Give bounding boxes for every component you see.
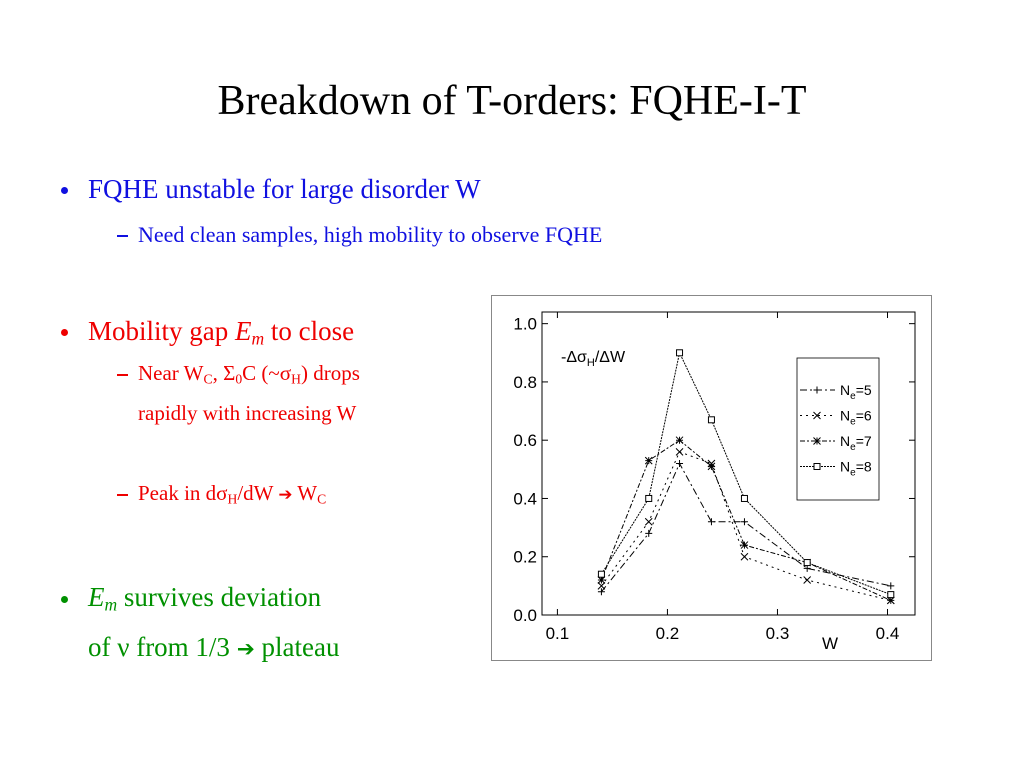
text-run: C (~σ: [242, 361, 292, 385]
arrow: ➔: [236, 637, 255, 662]
text-run: , Σ: [212, 361, 236, 385]
text-run: E: [235, 316, 252, 346]
marker: [676, 460, 684, 467]
bullet-text: Mobility gap Em to close: [88, 318, 354, 348]
marker: [813, 437, 821, 445]
text-run: Peak in dσ: [138, 481, 228, 505]
marker: [887, 582, 895, 590]
text-run: Near W: [138, 361, 204, 385]
text-run: Mobility gap: [88, 316, 235, 346]
y-axis-label-part: H: [587, 357, 595, 369]
text-run: Need clean samples, high mobility to obs…: [138, 222, 603, 247]
marker: [597, 588, 605, 596]
marker: [813, 463, 821, 470]
marker: [803, 576, 812, 584]
legend-label: Ne=8: [840, 459, 872, 479]
bullet: [61, 187, 68, 194]
marker: [676, 349, 684, 357]
bullet-text: FQHE unstable for large disorder W: [88, 176, 481, 203]
x-axis-label: W: [822, 634, 838, 653]
marker: [645, 494, 653, 502]
y-axis-label-part: /ΔW: [595, 349, 626, 366]
text-run: /dW: [237, 481, 279, 505]
y-tick-label: 0.4: [513, 489, 537, 508]
x-tick-label: 0.3: [766, 624, 790, 643]
bullet: [61, 329, 68, 336]
y-tick-label: 0.0: [513, 606, 537, 625]
plot-frame: [541, 311, 916, 616]
marker: [740, 494, 748, 502]
marker: [597, 576, 606, 584]
y-tick-label: 1.0: [513, 315, 537, 334]
marker: [675, 436, 684, 445]
legend-label: Ne=5: [840, 382, 872, 402]
marker: [597, 570, 605, 578]
text-run: H: [291, 371, 301, 387]
chart: 0.1 0.2 0.3 0.4 0.0 0.2 0.4 0.6 0.8 1.0 W -ΔσH/ΔW Ne…: [491, 295, 932, 661]
marker: [707, 462, 716, 471]
bullet-text: of ν from 1/3 ➔ plateau: [88, 634, 340, 661]
y-tick-label: 0.6: [513, 431, 537, 450]
text-run: of ν from 1/3: [88, 632, 237, 662]
legend-label: Ne=6: [840, 408, 872, 428]
arrow: ➔: [278, 484, 293, 504]
sub-bullet: [117, 494, 128, 496]
marker: [644, 517, 653, 526]
text-run: C: [317, 491, 327, 507]
y-tick-label: 0.8: [513, 373, 537, 392]
text-run: W: [292, 481, 318, 505]
sub-bullet-text: Need clean samples, high mobility to obs…: [138, 224, 602, 246]
marker: [707, 518, 715, 526]
y-axis-label: -ΔσH/ΔW: [561, 349, 626, 369]
x-tick-label: 0.1: [546, 624, 570, 643]
text-run: E: [88, 582, 105, 612]
marker: [887, 591, 895, 599]
text-run: plateau: [254, 632, 340, 662]
text-run: survives deviation: [117, 582, 322, 612]
slide-title: Breakdown of T-orders: FQHE-I-T: [217, 78, 807, 124]
marker: [803, 559, 811, 567]
marker: [886, 596, 895, 605]
text-run: 0: [235, 371, 243, 387]
text-run: to close: [264, 316, 355, 346]
marker: [675, 447, 684, 456]
bullet: [61, 596, 68, 603]
marker: [645, 529, 653, 537]
marker: [644, 456, 653, 465]
legend-box: [796, 357, 880, 501]
text-run: H: [227, 491, 238, 507]
sub-bullet-text: rapidly with increasing W: [138, 403, 356, 424]
marker: [740, 541, 749, 549]
marker: [813, 411, 821, 420]
sub-bullet: [117, 235, 128, 237]
sub-bullet: [117, 374, 128, 376]
y-axis-label-part: -Δσ: [561, 349, 587, 366]
text-run: ) drops: [300, 361, 360, 385]
marker: [740, 552, 749, 561]
bullet-text: Em survives deviation: [88, 584, 321, 614]
marker: [740, 518, 748, 526]
text-run: m: [104, 594, 118, 615]
text-run: rapidly with increasing W: [138, 401, 357, 425]
marker: [707, 416, 715, 424]
text-run: m: [251, 328, 265, 349]
sub-bullet-text: Near WC, Σ0C (~σH) drops: [138, 363, 360, 386]
legend-label: Ne=7: [840, 433, 872, 453]
text-run: FQHE unstable for large disorder W: [88, 174, 481, 204]
x-tick-label: 0.2: [656, 624, 680, 643]
text-run: C: [203, 371, 213, 387]
y-tick-label: 0.2: [513, 548, 537, 567]
sub-bullet-text: Peak in dσH/dW ➔ WC: [138, 483, 326, 506]
marker: [813, 386, 821, 394]
marker: [597, 582, 606, 590]
x-tick-label: 0.4: [876, 624, 900, 643]
